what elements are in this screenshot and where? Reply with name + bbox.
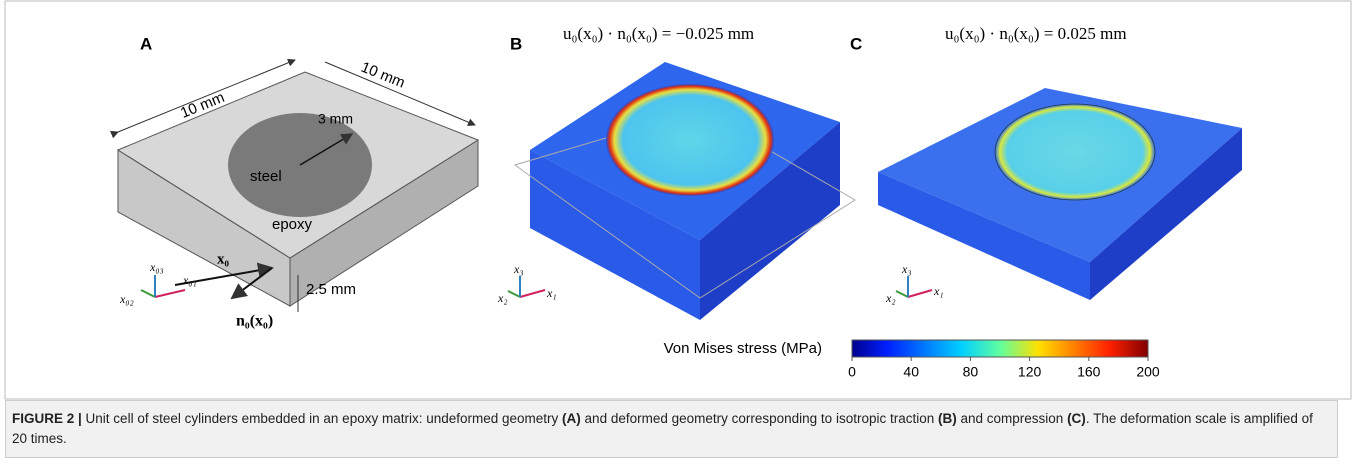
axis-label: x₃ [513,262,524,276]
tick-label: 40 [903,364,919,380]
equation: u₀(x₀) · n₀(x₀) = −0.025 mm [563,24,754,43]
axis-label: x₂ [497,291,508,305]
panel-letter: A [140,34,152,53]
panel-letter: C [850,34,862,53]
axis-label: x₀₂ [119,292,134,306]
label: x₀ [217,251,230,267]
tick-label: 0 [848,364,856,380]
colorbar-label: Von Mises stress (MPa) [664,340,822,357]
triad [896,276,932,297]
caption-text: (C) [1067,411,1086,426]
figure: A 10 mm 10 mm 3 mm steel epoxy 2.5 mm x₀… [0,0,1357,400]
label: epoxy [272,216,313,233]
caption-text: Unit cell of steel cylinders embedded in… [82,411,562,426]
equation: u₀(x₀) · n₀(x₀) = 0.025 mm [945,24,1127,43]
page: A 10 mm 10 mm 3 mm steel epoxy 2.5 mm x₀… [0,0,1357,472]
colorbar [852,340,1148,357]
inclusion [606,84,774,196]
label: 3 mm [318,111,353,127]
axis-label: x₁ [933,284,944,298]
caption-text: and deformed geometry corresponding to i… [581,411,938,426]
caption-text: and compression [957,411,1067,426]
label: n₀(x₀) [236,313,273,330]
tick-label: 80 [963,364,979,380]
axis-label: x₃ [901,262,912,276]
caption-text: (B) [938,411,957,426]
tick-label: 160 [1077,364,1101,380]
panel-letter: B [510,34,522,53]
axis-label: x₁ [546,286,557,300]
axis-label: x₀₃ [149,260,164,274]
axis-label: x₀₁ [182,273,197,287]
label: steel [250,168,282,185]
triad [508,276,545,297]
axis-label: x₂ [885,291,896,305]
tick-label: 120 [1018,364,1042,380]
caption-label: FIGURE 2 | [12,411,82,426]
tick-label: 200 [1136,364,1160,380]
caption: FIGURE 2 | Unit cell of steel cylinders … [5,400,1338,458]
label: 2.5 mm [306,281,356,298]
inclusion [995,104,1155,200]
caption-text: (A) [562,411,581,426]
triad [141,275,185,297]
